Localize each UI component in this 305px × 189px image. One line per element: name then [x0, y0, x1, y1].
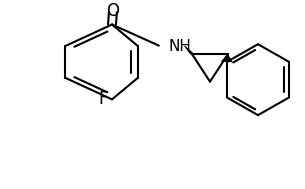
- Text: F: F: [98, 90, 108, 108]
- Text: O: O: [106, 2, 120, 20]
- Polygon shape: [221, 54, 233, 62]
- Text: NH: NH: [168, 39, 191, 54]
